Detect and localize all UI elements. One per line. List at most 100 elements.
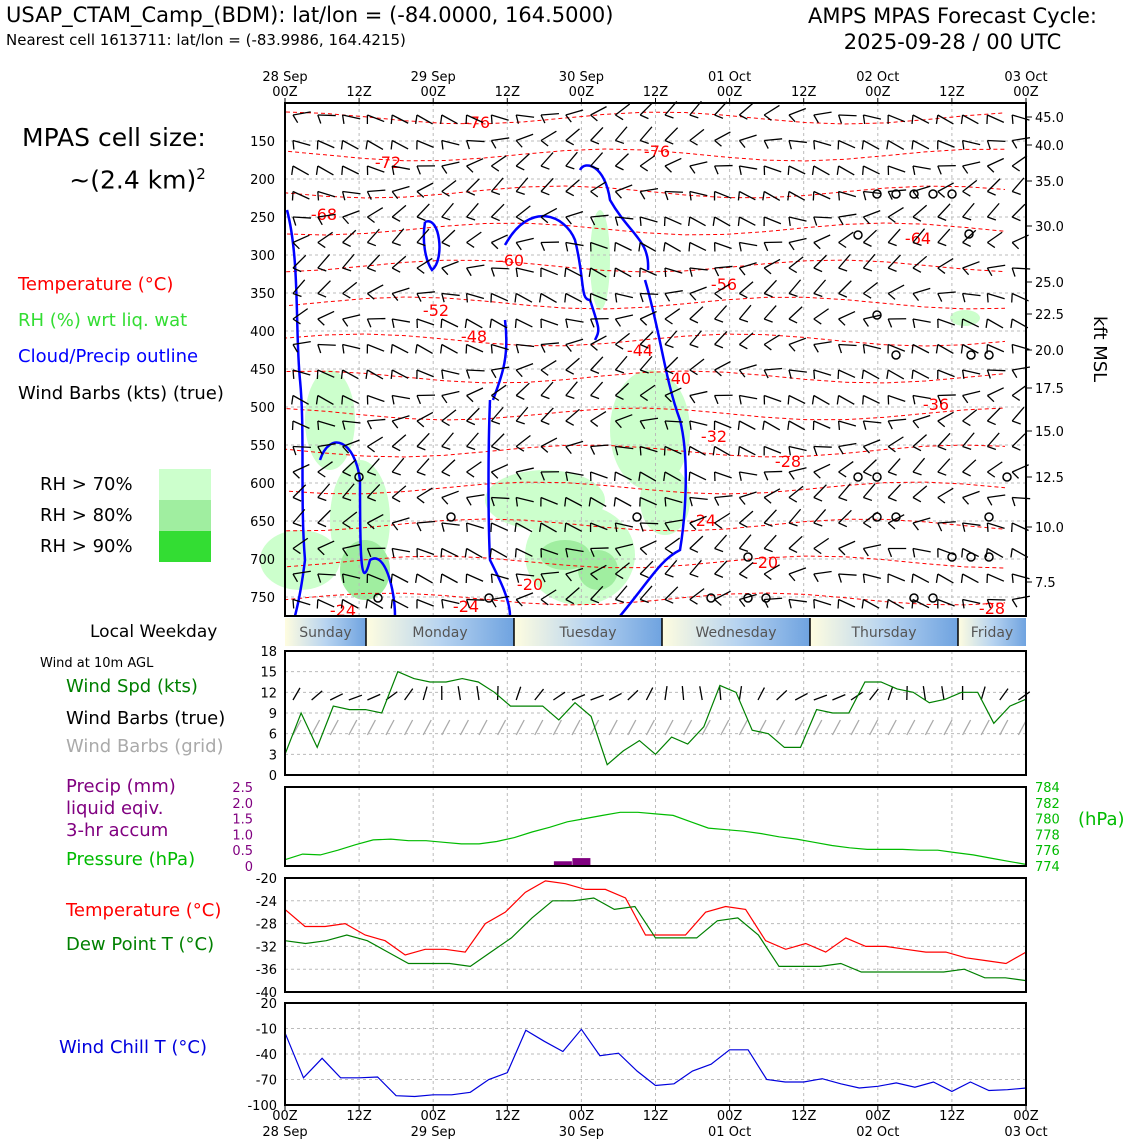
- barb-294: [962, 202, 975, 218]
- barb-913: [441, 497, 449, 505]
- barb-44: [838, 114, 857, 117]
- barb-505: [589, 318, 595, 328]
- barb-460: [788, 279, 802, 294]
- barb-1136: [987, 573, 1005, 582]
- barb-65: [340, 140, 344, 150]
- barb-205: [590, 190, 599, 198]
- barb-790: [416, 432, 430, 447]
- barb-365: [342, 267, 352, 272]
- pressure-ytick-4: 782: [1035, 797, 1060, 812]
- barb-862: [565, 471, 584, 476]
- barb-66: [367, 139, 384, 151]
- barb-1118: [763, 564, 780, 575]
- barb-1076: [987, 547, 1004, 558]
- barb-1086: [367, 573, 385, 582]
- barb-1169: [639, 598, 649, 604]
- barb-382: [565, 267, 583, 277]
- barb-1108: [639, 560, 654, 575]
- weekday-band-0: [285, 618, 366, 646]
- barb-34: [714, 101, 728, 116]
- barb-728: [392, 415, 410, 422]
- barb-930: [664, 496, 683, 504]
- barb-118: [1012, 137, 1031, 142]
- barb-108: [887, 139, 905, 151]
- legend-precip1: Precip (mm): [66, 776, 176, 797]
- barb-616: [491, 366, 510, 371]
- top-tick-hour-0: 00Z: [272, 85, 298, 100]
- barb-766: [863, 420, 882, 424]
- barb-185: [341, 191, 346, 201]
- wind-barb-true-38: [999, 688, 1009, 701]
- barb-485: [342, 318, 349, 327]
- barb-623: [565, 369, 575, 375]
- wind-barb-true-12: [515, 686, 522, 701]
- barb-513: [689, 318, 699, 324]
- barb-887: [863, 471, 872, 477]
- barb-42: [813, 111, 832, 116]
- barb-905: [342, 496, 352, 502]
- barb-1197: [986, 599, 992, 609]
- barb-1103: [565, 573, 572, 582]
- barb-464: [838, 280, 852, 294]
- cs-rtick-1: 40.0: [1035, 139, 1064, 154]
- barb-1154: [466, 598, 485, 601]
- barb-2: [317, 114, 336, 117]
- barb-59: [1011, 114, 1014, 125]
- barb-920: [540, 496, 558, 505]
- barb-1187: [861, 599, 865, 609]
- barb-818: [763, 445, 782, 454]
- barb-757: [737, 420, 741, 431]
- precip-ytick-3: 1.5: [232, 813, 253, 828]
- barb-1084: [342, 573, 361, 579]
- barb-680: [540, 381, 554, 396]
- barb-1023: [317, 548, 325, 556]
- bottom-tick-day-8: 02 Oct: [856, 1125, 899, 1140]
- top-tick-hour-10: 00Z: [1013, 85, 1039, 100]
- barb-1005: [838, 522, 848, 528]
- barb-239: [1011, 190, 1021, 196]
- barb-949: [887, 496, 897, 502]
- barb-530: [912, 318, 931, 323]
- barb-1185: [837, 599, 840, 609]
- barb-601: [292, 369, 295, 380]
- barb-439: [514, 293, 517, 303]
- barb-210: [664, 190, 684, 193]
- wind-barb-grid-34: [924, 719, 934, 736]
- barb-801: [540, 446, 549, 453]
- barb-1051: [664, 547, 673, 554]
- barb-729: [391, 420, 399, 429]
- wind-barb-grid-27: [794, 719, 804, 736]
- barb-548: [391, 343, 409, 354]
- barb-541: [292, 344, 299, 353]
- barb-854: [466, 461, 482, 473]
- barb-438: [515, 292, 533, 303]
- barb-1172: [689, 588, 705, 601]
- barb-549: [390, 344, 393, 354]
- barb-695: [713, 395, 719, 405]
- barb-457: [739, 292, 748, 299]
- barb-543: [317, 344, 322, 354]
- barb-502: [565, 318, 584, 323]
- barb-517: [739, 318, 749, 323]
- barb-85: [590, 139, 600, 145]
- barb-9: [390, 114, 393, 125]
- barb-305: [342, 241, 351, 248]
- barb-1036: [491, 547, 508, 558]
- barb-449: [639, 293, 644, 303]
- wind-barb-grid-5: [385, 719, 395, 736]
- temp-panel-ytick-l3: -32: [256, 940, 277, 955]
- barb-1181: [788, 599, 792, 609]
- barb-784: [342, 439, 360, 448]
- top-tick-hour-3: 12Z: [495, 85, 521, 100]
- barb-689: [639, 394, 649, 402]
- barb-1192: [937, 598, 955, 607]
- bottom-tick-hour-10: 00Z: [1013, 1109, 1039, 1124]
- barb-900: [292, 484, 307, 498]
- barb-22: [565, 109, 584, 116]
- calm-circle-13: [1002, 472, 1012, 482]
- barb-156: [739, 165, 758, 170]
- barb-316: [491, 234, 508, 244]
- barb-436: [491, 292, 509, 302]
- barb-1027: [366, 548, 372, 558]
- wind-barb-grid-19: [645, 719, 655, 736]
